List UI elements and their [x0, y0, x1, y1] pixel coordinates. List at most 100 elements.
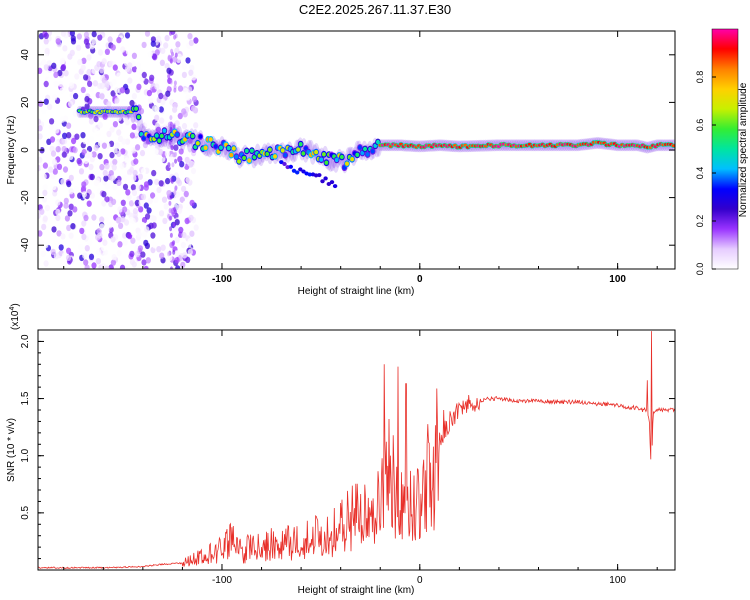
noise-blob — [140, 221, 146, 229]
snr-frame — [37, 329, 676, 571]
noise-blob — [132, 207, 138, 215]
snr-ylabel: SNR (10 * v/v) — [6, 418, 17, 482]
noise-blob — [116, 129, 122, 136]
noise-blob — [92, 80, 98, 87]
noise-blob — [42, 162, 49, 169]
noise-blob — [143, 239, 149, 247]
noise-blob — [179, 196, 185, 203]
spectrogram-xlabel: Height of straight line (km) — [298, 286, 415, 297]
noise-blob — [158, 180, 164, 187]
noise-blob — [69, 82, 75, 89]
noise-blob — [97, 153, 103, 160]
noise-blob — [63, 197, 69, 205]
noise-blob — [104, 163, 110, 170]
noise-blob — [130, 229, 136, 236]
noise-blob — [101, 58, 107, 65]
noise-blob — [80, 64, 86, 71]
noise-blob — [168, 78, 172, 84]
noise-blob — [112, 64, 118, 71]
noise-blob — [89, 43, 95, 50]
noise-blob — [38, 156, 43, 164]
noise-blob — [168, 200, 172, 206]
noise-blob — [172, 56, 178, 63]
track-core — [139, 132, 144, 137]
noise-blob — [63, 202, 69, 209]
noise-blob — [81, 191, 87, 198]
track-core — [252, 155, 257, 160]
noise-blob — [91, 262, 97, 269]
noise-blob — [87, 239, 93, 246]
noise-blob — [66, 132, 72, 139]
noise-blob — [175, 177, 181, 184]
y-tick-label: 0.5 — [20, 505, 31, 519]
noise-blob — [159, 117, 165, 124]
noise-blob — [91, 151, 97, 158]
noise-blob — [43, 80, 49, 88]
noise-blob — [141, 193, 147, 201]
noise-blob — [83, 214, 89, 222]
track-core — [365, 152, 370, 157]
noise-blob — [94, 128, 100, 135]
noise-blob — [179, 43, 185, 50]
noise-blob — [69, 31, 75, 37]
noise-blob — [143, 202, 149, 209]
track-core — [342, 165, 347, 170]
track-branch — [323, 176, 328, 181]
noise-blob — [141, 168, 147, 175]
noise-blob — [97, 140, 104, 147]
noise-blob — [122, 183, 129, 191]
noise-blob — [130, 184, 136, 191]
noise-blob — [60, 31, 67, 37]
track-core — [249, 148, 254, 153]
noise-blob — [170, 178, 174, 184]
noise-blob — [43, 241, 49, 249]
noise-blob — [56, 230, 62, 237]
noise-blob — [159, 59, 165, 66]
track-core — [357, 145, 362, 150]
noise-blob — [89, 173, 95, 181]
track-core — [141, 136, 146, 141]
noise-blob — [72, 110, 78, 117]
noise-blob — [150, 40, 156, 47]
noise-blob — [190, 167, 197, 175]
noise-blob — [170, 266, 173, 269]
colorbar-label: Normalized spectral amplitude — [738, 82, 749, 217]
noise-blob — [176, 53, 182, 60]
noise-blob — [49, 118, 55, 125]
noise-blob — [151, 222, 157, 229]
noise-blob — [84, 95, 90, 103]
noise-blob — [165, 177, 171, 185]
noise-blob — [173, 80, 177, 86]
noise-blob — [68, 174, 74, 182]
noise-blob — [62, 166, 69, 173]
noise-blob — [171, 241, 175, 247]
noise-blob — [55, 208, 61, 216]
noise-blob — [167, 251, 171, 257]
track-core — [213, 144, 218, 149]
noise-blob — [80, 86, 86, 94]
noise-blob — [41, 107, 47, 115]
noise-blob — [110, 90, 116, 97]
track-branch — [329, 180, 335, 185]
noise-blob — [110, 44, 116, 51]
noise-blob — [88, 136, 94, 143]
noise-blob — [60, 63, 67, 71]
noise-blob — [67, 44, 74, 52]
noise-blob — [154, 114, 160, 122]
noise-blob — [183, 87, 189, 95]
noise-blob — [93, 144, 99, 151]
noise-blob — [77, 121, 83, 128]
track-core — [363, 146, 367, 152]
noise-blob — [116, 189, 122, 196]
track-core — [265, 151, 270, 157]
noise-blob — [62, 45, 68, 52]
noise-blob — [65, 254, 72, 262]
noise-blob — [185, 57, 191, 64]
noise-blob — [191, 74, 197, 81]
noise-blob — [84, 245, 90, 252]
noise-blob — [139, 149, 146, 157]
noise-blob — [126, 174, 132, 181]
snr-multiplier-base: (x10 — [10, 310, 21, 330]
noise-blob — [108, 170, 114, 177]
